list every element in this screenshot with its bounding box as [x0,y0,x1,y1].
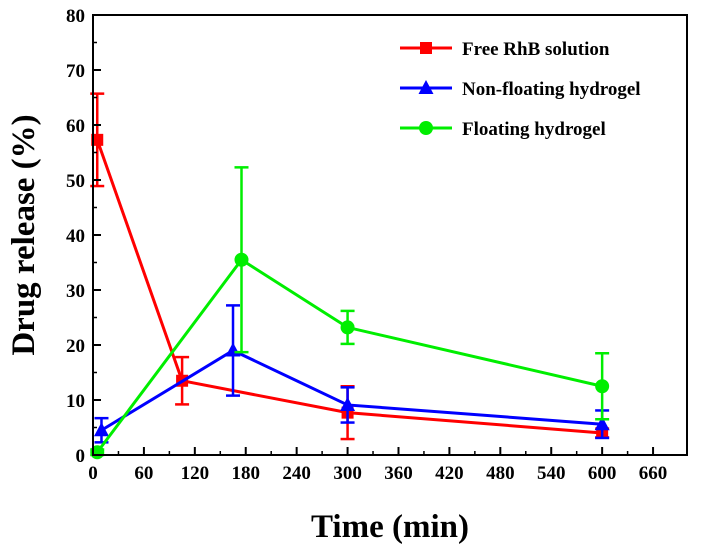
legend-label: Floating hydrogel [462,119,606,140]
legend-marker [419,121,433,135]
x-tick-label: 180 [231,463,260,484]
y-axis-title: Drug release (%) [6,114,42,355]
y-tick-label: 10 [66,391,85,412]
y-tick-label: 70 [66,61,85,82]
x-tick-label: 420 [435,463,464,484]
x-tick-label: 600 [588,463,617,484]
y-tick-label: 60 [66,116,85,137]
y-tick-label: 30 [66,281,85,302]
x-tick-label: 360 [384,463,413,484]
data-point [91,133,104,146]
plot-layer [90,92,610,460]
x-tick-label: 540 [537,463,566,484]
data-point [595,379,610,394]
series-2 [93,304,610,444]
x-axis-title: Time (min) [311,509,469,545]
legend: Free RhB solution Non-floating hydrogel Fl… [400,39,641,140]
y-tick-label: 20 [66,336,85,357]
series-line [96,257,603,454]
x-tick-label: 300 [333,463,362,484]
x-tick-label: 240 [282,463,311,484]
data-point [340,320,355,335]
y-tick-label: 80 [66,6,85,27]
data-point [340,396,356,411]
x-tick-label: 0 [88,463,98,484]
series-line [95,139,603,435]
legend-label: Free RhB solution [462,39,610,60]
legend-marker [418,80,434,94]
x-tick-label: 60 [134,463,153,484]
legend-marker [420,42,432,54]
y-tick-label: 0 [76,446,86,467]
data-point [225,342,241,357]
legend-label: Non-floating hydrogel [462,79,641,100]
series-line [100,348,603,432]
legend-item: Floating hydrogel [400,119,606,140]
x-tick-label: 480 [486,463,515,484]
data-point [234,252,249,267]
x-tick-label: 660 [639,463,668,484]
y-tick-label: 50 [66,171,85,192]
axis-layer: 0 60 120 180 240 300 360 420 480 540 600 660 0 10 20 30… [66,6,667,484]
y-tick-label: 40 [66,226,85,247]
legend-item: Free RhB solution [400,39,610,60]
legend-item: Non-floating hydrogel [400,79,641,100]
x-tick-label: 120 [181,463,210,484]
data-point [93,422,109,437]
data-point [594,416,610,431]
